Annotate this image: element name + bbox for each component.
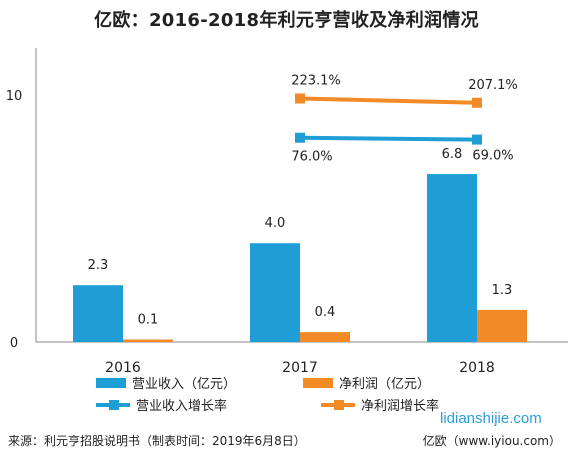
source-note: 来源：利元亨招股说明书（制表时间：2019年6月8日）	[8, 434, 306, 448]
legend: 营业收入（亿元） 净利润（亿元） 营业收入增长率 净利润增长率	[96, 377, 439, 414]
bar	[427, 174, 477, 342]
growth-line	[299, 96, 478, 105]
bar	[73, 285, 123, 342]
y-tick-label: 0	[10, 336, 18, 351]
bar-value-label: 4.0	[265, 216, 286, 231]
legend-label: 营业收入增长率	[136, 398, 227, 414]
bar-value-label: 0.1	[138, 313, 159, 328]
line-value-label: 207.1%	[468, 78, 518, 93]
bar	[123, 339, 173, 342]
legend-label: 营业收入（亿元）	[132, 377, 236, 392]
bar-value-label: 6.8	[442, 147, 463, 162]
bar-value-label: 1.3	[492, 283, 513, 298]
chart-title: 亿欧：2016-2018年利元亨营收及净利润情况	[94, 10, 479, 31]
growth-lines	[295, 93, 482, 145]
line-marker	[295, 132, 305, 143]
legend-label: 净利润（亿元）	[339, 377, 430, 392]
legend-marker	[334, 400, 344, 410]
bar-value-label: 2.3	[88, 258, 109, 273]
bar-value-label: 0.4	[315, 305, 336, 320]
bar	[477, 309, 527, 342]
bars	[73, 174, 527, 342]
watermark-text: lidianshijie.com	[438, 410, 544, 427]
legend-label: 净利润增长率	[361, 398, 439, 414]
credit-note: 亿欧（www.iyiou.com）	[422, 434, 561, 448]
bar	[300, 332, 350, 342]
y-tick-label: 10	[6, 89, 23, 104]
bar	[250, 243, 300, 342]
line-marker	[472, 97, 482, 108]
line-marker	[472, 134, 482, 145]
legend-swatch	[96, 378, 126, 388]
line-value-label: 69.0%	[472, 149, 513, 164]
legend-swatch	[303, 378, 333, 388]
legend-marker	[109, 400, 119, 410]
line-value-label: 223.1%	[291, 74, 341, 89]
line-marker	[295, 93, 305, 104]
data-labels: 2.3 0.1 4.0 0.4 6.8 1.3 76.0% 69.0% 223.1% 207.1%	[88, 74, 518, 328]
x-tick-label: 2017	[282, 360, 318, 376]
x-tick-label: 2016	[105, 360, 141, 376]
growth-line	[299, 135, 478, 142]
line-value-label: 76.0%	[291, 150, 332, 165]
x-tick-label: 2018	[459, 360, 495, 376]
